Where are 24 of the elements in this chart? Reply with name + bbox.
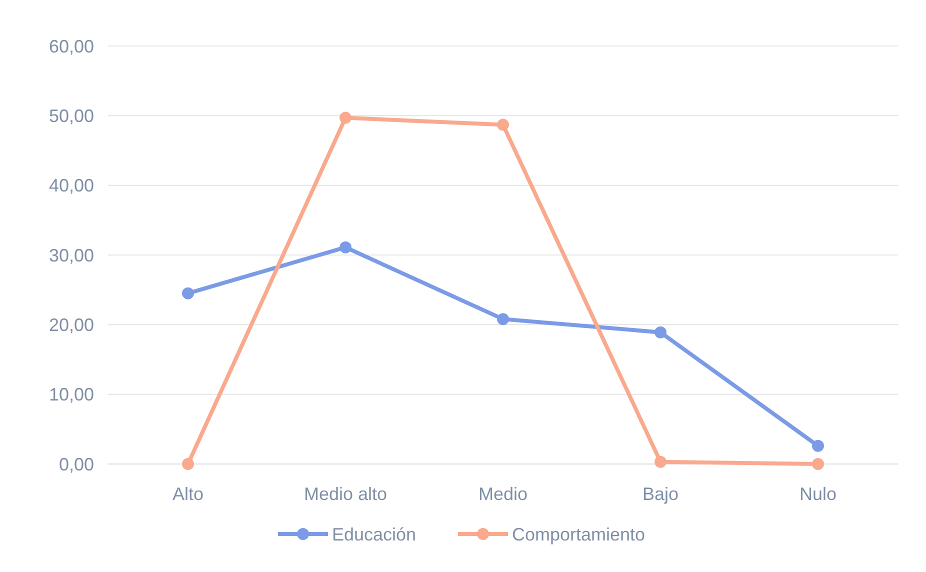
point — [497, 313, 509, 326]
point — [340, 241, 352, 254]
point — [182, 458, 194, 470]
legend-label: Educación — [332, 524, 416, 544]
point — [812, 458, 824, 470]
point — [654, 326, 666, 338]
x-tick-label: Bajo — [642, 484, 679, 504]
y-tick-label: 20,00 — [48, 314, 94, 335]
x-tick-label: Medio alto — [304, 484, 388, 504]
y-tick-label: 40,00 — [48, 176, 94, 196]
x-tick-label: Nulo — [799, 484, 837, 504]
x-tick-label: Alto — [172, 484, 204, 504]
y-tick-label: 0,00 — [58, 454, 94, 474]
point — [340, 112, 352, 124]
point — [497, 118, 509, 131]
y-tick-label: 10,00 — [48, 384, 94, 405]
y-tick-label: 30,00 — [48, 245, 94, 266]
point — [182, 287, 194, 300]
point — [812, 440, 824, 452]
x-tick-label: Medio — [478, 484, 528, 504]
legend-label: Comportamiento — [512, 524, 646, 544]
y-tick-label: 50,00 — [48, 106, 94, 126]
point — [654, 456, 666, 468]
y-tick-label: 60,00 — [48, 36, 94, 56]
